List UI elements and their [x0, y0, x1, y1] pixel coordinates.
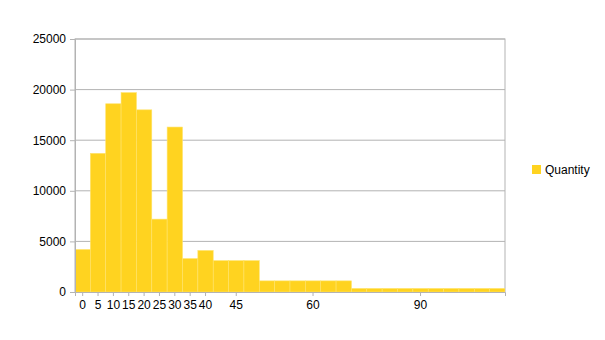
bar [398, 288, 413, 292]
chart: 0500010000150002000025000051015202530354… [0, 0, 605, 340]
bar [367, 288, 382, 292]
bar [474, 288, 489, 292]
x-tick-label: 0 [79, 298, 86, 312]
x-tick-mark [159, 292, 160, 296]
bars [75, 93, 505, 292]
x-tick-label: 15 [122, 298, 136, 312]
bar [275, 281, 290, 292]
bar [229, 261, 244, 292]
bar [90, 153, 105, 292]
bar [198, 251, 213, 292]
bar [336, 281, 351, 292]
legend: Quantity [532, 163, 590, 177]
plot-frame [75, 39, 505, 292]
x-tick-mark [190, 292, 191, 296]
x-axis: 05 10152025303540 45 60 90 [76, 292, 506, 312]
bar [75, 249, 90, 292]
x-tick-mark [205, 292, 206, 296]
x-tick: 35 [183, 292, 197, 312]
x-tick: 90 [414, 292, 428, 312]
bar [290, 281, 305, 292]
x-tick-label: 60 [306, 298, 320, 312]
x-tick-label: 10 [107, 298, 121, 312]
y-tick: 5000 [39, 235, 75, 249]
y-tick: 15000 [33, 134, 75, 148]
grid [75, 39, 505, 292]
bar [136, 110, 151, 292]
legend-swatch [532, 165, 541, 174]
y-tick-label: 10000 [33, 184, 67, 198]
bar [490, 288, 505, 292]
x-tick: 0 [79, 292, 86, 312]
y-axis-line [70, 40, 76, 293]
y-tick: 20000 [33, 83, 75, 97]
bar [183, 259, 198, 292]
y-tick-label: 25000 [33, 32, 67, 46]
x-tick-mark [82, 292, 83, 296]
x-tick-mark [113, 292, 114, 296]
x-tick-label: 35 [183, 298, 197, 312]
x-tick-label: 5 [95, 298, 102, 312]
y-tick-label: 0 [59, 285, 66, 299]
x-tick-mark [174, 292, 175, 296]
x-tick: 40 [199, 292, 213, 312]
y-tick: 10000 [33, 184, 75, 198]
bar [321, 281, 336, 292]
x-tick: 20 [137, 292, 151, 312]
x-tick: 60 [306, 292, 320, 312]
y-tick-label: 20000 [33, 83, 67, 97]
bar [213, 261, 228, 292]
bar [106, 104, 121, 292]
x-tick-mark [98, 292, 99, 296]
x-axis-line [76, 293, 506, 297]
x-tick-label: 90 [414, 298, 428, 312]
bar [259, 281, 274, 292]
x-tick: 15 [122, 292, 136, 312]
y-tick-mark [70, 191, 75, 192]
y-tick-label: 5000 [39, 235, 66, 249]
x-tick-label: 20 [137, 298, 151, 312]
bar [444, 288, 459, 292]
y-tick-mark [70, 292, 75, 293]
x-tick: 25 [153, 292, 167, 312]
x-tick-mark [236, 292, 237, 296]
y-tick-mark [70, 39, 75, 40]
bar [459, 288, 474, 292]
x-tick-label: 30 [168, 298, 182, 312]
x-tick-mark [144, 292, 145, 296]
y-tick: 0 [59, 285, 75, 299]
x-tick: 45 [230, 292, 244, 312]
x-tick: 10 [107, 292, 121, 312]
grid-line [75, 39, 505, 40]
bar [121, 93, 136, 292]
x-tick: 30 [168, 292, 182, 312]
bar [413, 288, 428, 292]
x-tick-label: 25 [153, 298, 167, 312]
bar [244, 261, 259, 292]
x-tick-mark [128, 292, 129, 296]
bar [167, 127, 182, 292]
bar [305, 281, 320, 292]
bar [382, 288, 397, 292]
x-tick-label: 45 [230, 298, 244, 312]
y-tick: 25000 [33, 32, 75, 46]
y-tick-mark [70, 140, 75, 141]
x-tick-mark [420, 292, 421, 296]
x-tick: 5 [95, 292, 102, 312]
bar [152, 219, 167, 292]
y-axis: 0 5000 10000 15000 20000 25000 [33, 32, 76, 299]
x-tick-mark [313, 292, 314, 296]
bar [428, 288, 443, 292]
y-tick-mark [70, 241, 75, 242]
y-tick-mark [70, 90, 75, 91]
bar [351, 288, 366, 292]
y-tick-label: 15000 [33, 134, 67, 148]
x-tick-label: 40 [199, 298, 213, 312]
legend-label: Quantity [545, 163, 590, 177]
grid-line [75, 89, 505, 90]
